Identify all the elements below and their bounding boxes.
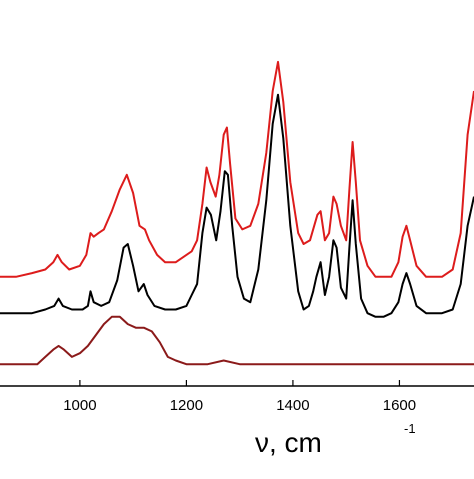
series-line-3 — [0, 315, 474, 366]
series-layer — [0, 60, 474, 366]
x-tick-layer: 1000 1200 1400 1600 — [63, 380, 416, 414]
x-axis-title: ν, cm — [255, 427, 322, 458]
x-axis-title-exponent: -1 — [404, 421, 416, 436]
x-tick-label-1600: 1600 — [383, 397, 416, 414]
x-tick-label-1400: 1400 — [276, 397, 309, 414]
series-line-2 — [0, 93, 474, 318]
x-tick-label-1000: 1000 — [63, 397, 96, 414]
series-line-1 — [0, 60, 474, 278]
x-tick-label-1200: 1200 — [170, 397, 203, 414]
